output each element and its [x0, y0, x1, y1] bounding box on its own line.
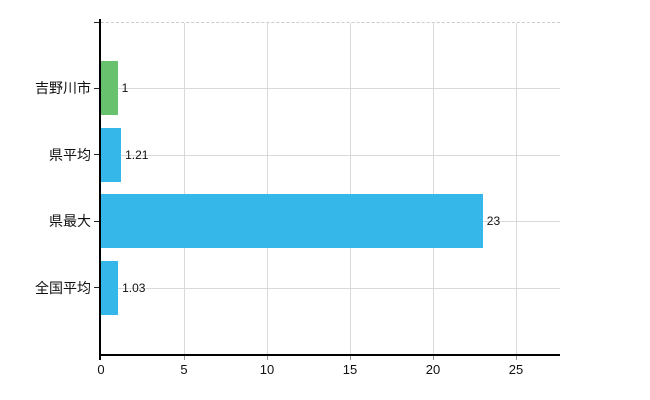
bar-2[interactable]	[101, 127, 122, 182]
bar-1[interactable]	[101, 61, 118, 116]
gridline-vertical	[515, 23, 517, 355]
gridline-vertical	[266, 23, 268, 355]
x-axis-line	[99, 354, 560, 356]
value-label: 1.21	[125, 147, 149, 162]
y-axis-line	[99, 19, 101, 360]
x-tick-label: 5	[180, 362, 188, 377]
plot-area: 1 1.21 23 1.03	[101, 22, 560, 360]
bar-3[interactable]	[101, 194, 483, 249]
x-tick-label: 25	[508, 362, 524, 377]
x-tick-label: 20	[425, 362, 441, 377]
gridline-horizontal	[101, 287, 560, 289]
y-tick-mark	[94, 154, 100, 156]
value-label: 23	[486, 214, 501, 229]
x-tick-mark	[266, 356, 268, 360]
x-tick-mark	[432, 356, 434, 360]
x-tick-mark	[515, 356, 517, 360]
y-tick-mark	[94, 220, 100, 222]
x-tick-mark	[183, 356, 185, 360]
value-label: 1	[121, 81, 129, 96]
category-label: 県最大	[49, 213, 91, 230]
y-tick-mark	[94, 87, 100, 89]
gridline-vertical	[432, 23, 434, 355]
bar-4[interactable]	[101, 260, 119, 315]
category-label: 全国平均	[35, 279, 91, 296]
gridline-vertical	[183, 23, 185, 355]
x-tick-label: 0	[97, 362, 105, 377]
x-tick-label: 10	[259, 362, 275, 377]
category-label: 吉野川市	[35, 80, 91, 97]
value-label: 1.03	[122, 280, 146, 295]
gridline-horizontal	[101, 154, 560, 156]
x-tick-mark	[349, 356, 351, 360]
category-label: 県平均	[49, 146, 91, 163]
y-tick-mark	[94, 21, 100, 23]
gridline-horizontal	[101, 88, 560, 90]
gridline-vertical	[349, 23, 351, 355]
x-tick-label: 15	[342, 362, 358, 377]
y-tick-mark	[94, 287, 100, 289]
